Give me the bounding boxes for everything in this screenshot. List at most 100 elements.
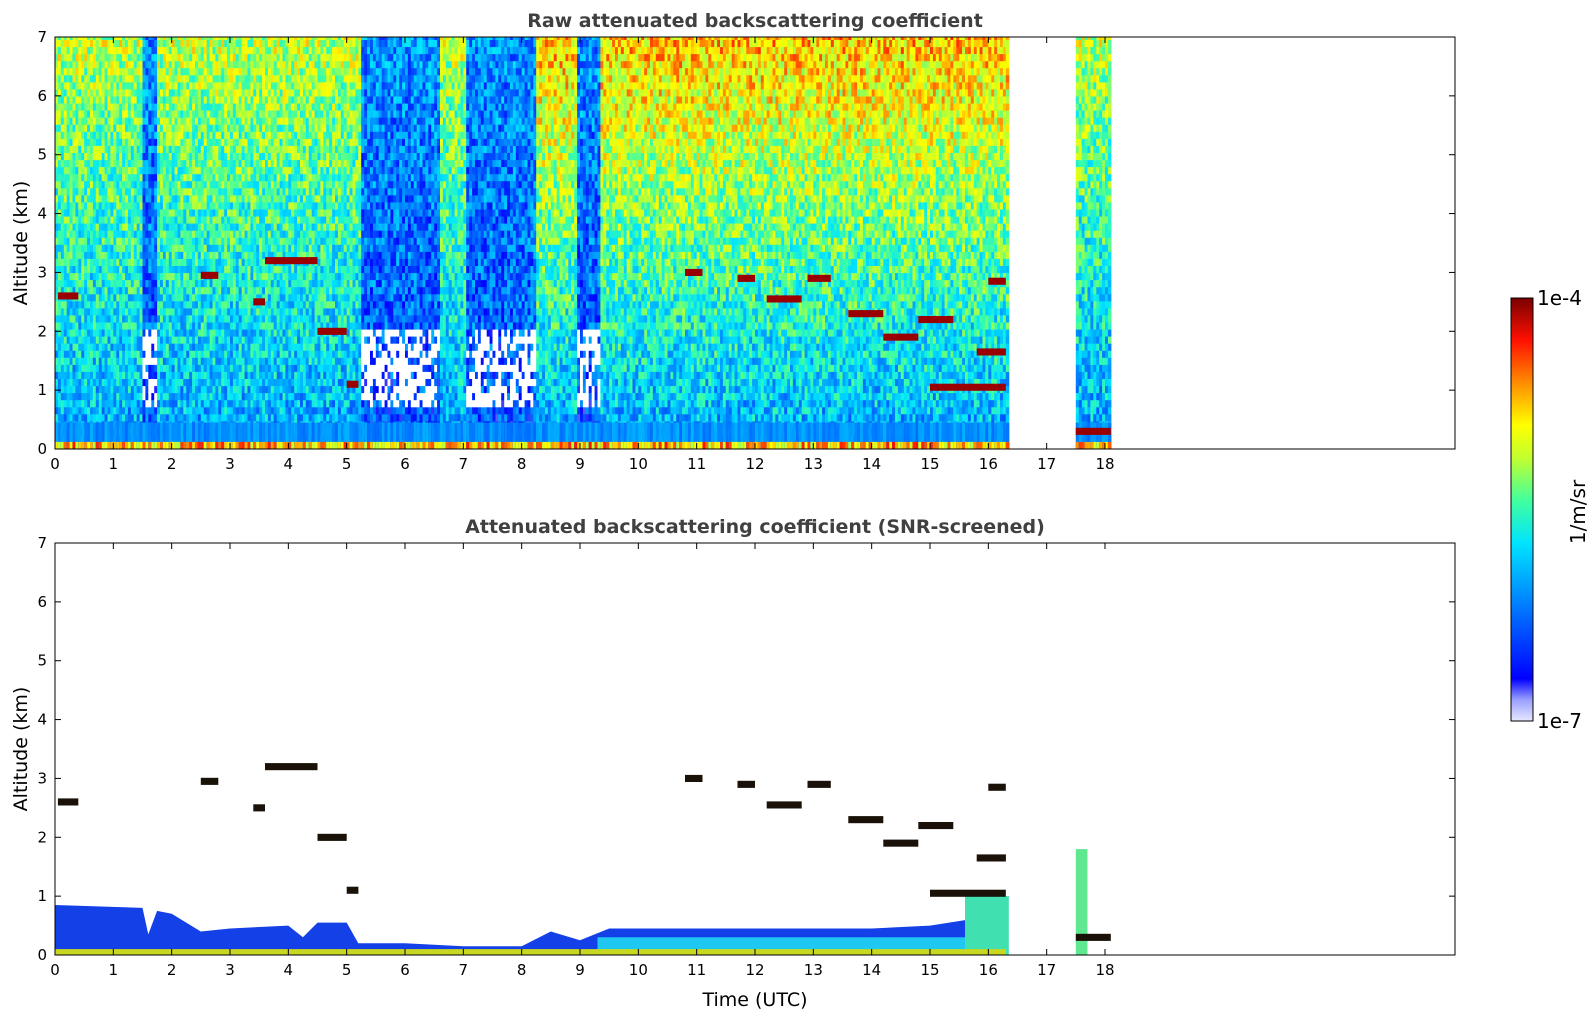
heatmap-cell: [81, 152, 85, 161]
heatmap-cell: [145, 350, 149, 358]
heatmap-cell: [90, 159, 94, 168]
heatmap-cell: [273, 321, 278, 330]
heatmap-cell: [130, 95, 135, 104]
heatmap-cell: [57, 321, 62, 330]
heatmap-cell: [104, 159, 109, 168]
heatmap-cell: [162, 208, 167, 217]
heatmap-cell: [157, 399, 161, 408]
heatmap-cell: [180, 293, 184, 302]
heatmap-cell: [116, 258, 120, 266]
heatmap-cell: [174, 237, 179, 245]
heatmap-cell: [72, 286, 76, 295]
heatmap-cell: [203, 201, 208, 210]
heatmap-cell: [84, 314, 88, 323]
heatmap-cell: [145, 392, 149, 401]
heatmap-cell: [145, 74, 149, 83]
heatmap-cell: [162, 237, 167, 245]
heatmap-cell: [145, 286, 149, 295]
heatmap-cell: [101, 117, 106, 125]
heatmap-cell: [142, 343, 146, 351]
heatmap-cell: [177, 378, 181, 387]
heatmap-cell: [113, 46, 117, 55]
heatmap-cell: [238, 159, 243, 168]
heatmap-cell: [192, 336, 196, 344]
heatmap-cell: [221, 159, 225, 168]
surface-layer-cell: [127, 441, 132, 449]
heatmap-cell: [154, 39, 158, 48]
heatmap-cell: [107, 124, 111, 132]
heatmap-cell: [273, 37, 278, 40]
heatmap-cell: [291, 138, 295, 146]
heatmap-cell: [183, 138, 187, 146]
heatmap-cell: [221, 95, 225, 104]
heatmap-cell: [291, 166, 295, 175]
heatmap-cell: [69, 81, 74, 90]
heatmap-cell: [72, 364, 76, 372]
heatmap-cell: [192, 371, 196, 379]
heatmap-cell: [154, 357, 158, 365]
heatmap-cell: [273, 385, 278, 394]
heatmap-cell: [95, 223, 100, 231]
heatmap-cell: [151, 67, 155, 76]
heatmap-cell: [95, 230, 100, 238]
heatmap-cell: [171, 74, 176, 83]
heatmap-cell: [92, 81, 97, 90]
heatmap-cell: [154, 307, 158, 316]
heatmap-cell: [221, 385, 225, 394]
heatmap-cell: [177, 237, 181, 245]
heatmap-cell: [186, 357, 190, 365]
heatmap-cell: [101, 180, 106, 189]
heatmap-cell: [174, 286, 179, 295]
heatmap-cell: [189, 272, 193, 281]
heatmap-cell: [75, 88, 79, 97]
heatmap-cell: [130, 67, 135, 76]
heatmap-cell: [119, 95, 123, 104]
heatmap-cell: [81, 67, 85, 76]
heatmap-cell: [171, 230, 176, 238]
heatmap-cell: [197, 201, 202, 210]
heatmap-cell: [69, 180, 74, 189]
heatmap-cell: [66, 187, 71, 196]
heatmap-cell: [110, 187, 114, 196]
surface-layer-cell: [130, 441, 135, 449]
heatmap-cell: [72, 307, 76, 316]
heatmap-cell: [60, 180, 65, 189]
heatmap-cell: [145, 293, 149, 302]
heatmap-cell: [90, 357, 94, 365]
heatmap-cell: [125, 95, 129, 104]
heatmap-cell: [84, 378, 88, 387]
surface-layer-cell: [72, 422, 76, 449]
heatmap-cell: [189, 385, 193, 394]
heatmap-cell: [151, 286, 155, 295]
heatmap-cell: [101, 336, 106, 344]
heatmap-cell: [69, 173, 74, 182]
heatmap-cell: [133, 399, 138, 408]
heatmap-cell: [66, 223, 71, 231]
surface-layer-cell: [183, 441, 187, 449]
heatmap-cell: [110, 230, 114, 238]
heatmap-cell: [186, 371, 190, 379]
heatmap-cell: [95, 124, 100, 132]
heatmap-cell: [81, 258, 85, 266]
heatmap-cell: [168, 60, 173, 69]
heatmap-cell: [238, 60, 243, 69]
heatmap-cell: [69, 392, 74, 401]
heatmap-cell: [192, 286, 196, 295]
heatmap-cell: [142, 378, 146, 387]
heatmap-cell: [107, 145, 111, 153]
heatmap-cell: [66, 300, 71, 309]
heatmap-cell: [139, 37, 144, 40]
heatmap-cell: [195, 328, 199, 337]
heatmap-cell: [69, 60, 74, 69]
heatmap-cell: [127, 237, 132, 245]
heatmap-cell: [154, 230, 158, 238]
heatmap-cell: [57, 357, 62, 365]
heatmap-cell: [136, 364, 141, 372]
heatmap-cell: [195, 60, 199, 69]
heatmap-cell: [101, 208, 106, 217]
heatmap-cell: [66, 102, 71, 111]
heatmap-cell: [72, 215, 76, 224]
heatmap-cell: [78, 166, 82, 175]
heatmap-cell: [107, 343, 111, 351]
heatmap-cell: [273, 145, 278, 153]
